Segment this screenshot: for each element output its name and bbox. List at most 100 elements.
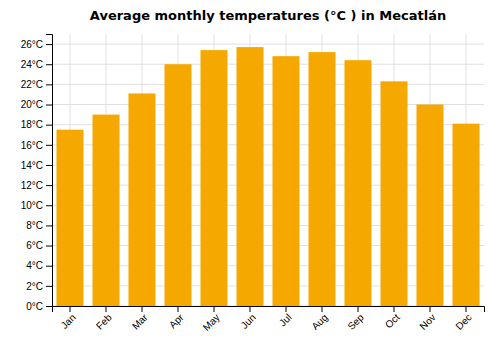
grid-line-y <box>52 44 484 45</box>
y-tick-label: 24°C <box>21 59 43 70</box>
grid-line-y <box>52 64 484 65</box>
x-tick-label: Oct <box>383 312 402 331</box>
y-tick-label: 22°C <box>21 79 43 90</box>
x-tick-mark <box>142 306 143 312</box>
y-tick: 6°C <box>26 240 52 251</box>
x-tick-mark <box>394 306 395 312</box>
x-tick-mark <box>466 306 467 312</box>
x-tick: Aug <box>309 306 329 332</box>
y-tick-label: 10°C <box>21 200 43 211</box>
x-tick-label: Jan <box>59 312 78 331</box>
x-tick-mark <box>70 306 71 312</box>
y-tick: 24°C <box>21 59 52 70</box>
bar <box>273 56 300 306</box>
bar <box>93 115 120 306</box>
y-tick: 2°C <box>26 281 52 292</box>
x-tick-label: Nov <box>417 312 437 332</box>
x-tick-label: Jul <box>277 312 294 329</box>
x-tick: Nov <box>417 306 437 332</box>
bars <box>57 47 480 306</box>
y-tick: 16°C <box>21 140 52 151</box>
x-tick-mark <box>250 306 251 312</box>
x-tick: Apr <box>167 306 186 330</box>
x-axis-line <box>53 307 485 313</box>
x-axis: Jan Feb Mar Apr May Jun Jul Aug Sep Oct Nov Dec <box>53 306 485 333</box>
bar <box>309 52 336 306</box>
y-tick-mark <box>46 205 52 206</box>
y-tick: 4°C <box>26 260 52 271</box>
y-tick: 22°C <box>21 79 52 90</box>
y-tick-label: 14°C <box>21 160 43 171</box>
y-tick-label: 6°C <box>26 240 43 251</box>
bar <box>129 93 156 306</box>
x-tick-mark <box>430 306 431 312</box>
x-tick: Feb <box>94 306 114 332</box>
y-tick-mark <box>46 125 52 126</box>
grid <box>52 34 484 306</box>
y-tick: 18°C <box>21 119 52 130</box>
x-tick-label: Feb <box>94 311 114 331</box>
x-tick: Mar <box>130 306 150 332</box>
bar <box>417 105 444 306</box>
y-tick: 10°C <box>21 200 52 211</box>
y-tick-mark <box>46 84 52 85</box>
bar <box>201 50 228 306</box>
x-tick: Dec <box>453 306 473 332</box>
y-tick-mark <box>46 165 52 166</box>
bar <box>57 130 84 306</box>
grid-line-y <box>52 84 484 85</box>
chart-container: Jan Feb Mar Apr May Jun Jul Aug Sep Oct Nov Dec 0°C 2… <box>0 0 500 350</box>
x-tick-label: Apr <box>167 311 186 330</box>
x-tick: Oct <box>383 306 402 330</box>
y-tick: 26°C <box>21 39 52 50</box>
plot: Jan Feb Mar Apr May Jun Jul Aug Sep Oct Nov Dec 0°C 2… <box>21 34 485 333</box>
x-tick: Sep <box>345 306 366 332</box>
y-tick-label: 12°C <box>21 180 43 191</box>
y-tick-mark <box>46 246 52 247</box>
x-tick-mark <box>286 306 287 312</box>
bar <box>381 81 408 306</box>
y-tick-label: 16°C <box>21 140 43 151</box>
y-tick-mark <box>46 225 52 226</box>
y-tick-mark <box>46 266 52 267</box>
x-tick: Jul <box>277 306 294 328</box>
y-tick-label: 8°C <box>26 220 43 231</box>
y-tick-label: 0°C <box>26 301 43 312</box>
x-tick-label: Mar <box>130 311 150 331</box>
x-tick-label: Aug <box>309 312 329 332</box>
y-tick-label: 2°C <box>26 281 43 292</box>
y-tick: 14°C <box>21 160 52 171</box>
y-tick: 20°C <box>21 99 52 110</box>
x-tick: Jun <box>239 306 258 331</box>
y-tick-mark <box>46 44 52 45</box>
chart-svg: Jan Feb Mar Apr May Jun Jul Aug Sep Oct Nov Dec 0°C 2… <box>0 0 500 350</box>
x-tick-mark <box>358 306 359 312</box>
y-tick-label: 4°C <box>26 260 43 271</box>
y-axis-line <box>46 35 53 307</box>
y-tick: 0°C <box>26 301 52 312</box>
x-tick-label: Jun <box>239 312 258 331</box>
y-tick-label: 20°C <box>21 99 43 110</box>
bar <box>345 60 372 306</box>
y-tick: 12°C <box>21 180 52 191</box>
bar <box>165 64 192 306</box>
y-tick-mark <box>46 306 52 307</box>
x-tick-label: Sep <box>345 311 366 332</box>
y-tick-mark <box>46 64 52 65</box>
title: Average monthly temperatures (°C ) in Me… <box>90 8 446 23</box>
y-tick-label: 18°C <box>21 119 43 130</box>
x-tick-mark <box>214 306 215 312</box>
x-tick-label: May <box>201 312 222 333</box>
y-tick-label: 26°C <box>21 39 43 50</box>
y-tick-mark <box>46 286 52 287</box>
x-tick: May <box>201 306 222 333</box>
x-tick-mark <box>106 306 107 312</box>
x-tick-mark <box>178 306 179 312</box>
y-tick-mark <box>46 145 52 146</box>
bar <box>237 47 264 306</box>
y-tick: 8°C <box>26 220 52 231</box>
y-tick-mark <box>46 105 52 106</box>
x-tick-label: Dec <box>453 312 473 332</box>
x-tick-mark <box>322 306 323 312</box>
bar <box>453 124 480 306</box>
